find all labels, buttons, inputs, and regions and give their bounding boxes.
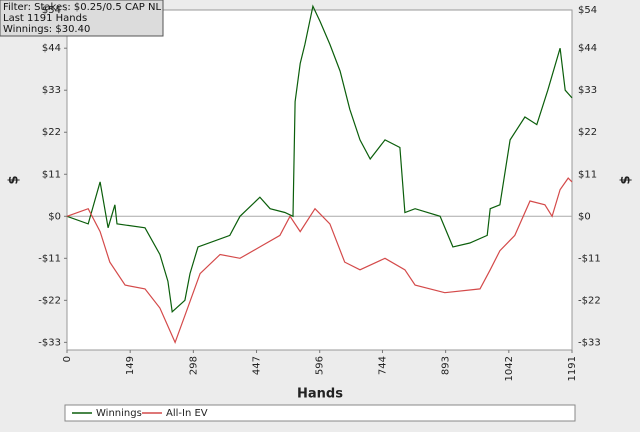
x-tick-label: 0 [62, 356, 73, 362]
legend [64, 404, 576, 422]
plot-area [66, 9, 573, 351]
y-tick-label: $0 [48, 211, 61, 222]
y-tick-label: -$33 [38, 337, 61, 348]
x-tick-label: 298 [188, 356, 199, 375]
y2-tick-label: -$22 [578, 295, 601, 306]
y2-tick-label: $0 [578, 211, 591, 222]
y2-tick-label: $44 [578, 43, 597, 54]
info-line: Last 1191 Hands [3, 13, 87, 24]
legend-label: Winnings [96, 408, 142, 419]
info-line: Winnings: $30.40 [3, 24, 90, 35]
x-tick-label: 1191 [567, 356, 578, 381]
x-tick-label: 149 [125, 356, 136, 375]
y-tick-label: $44 [42, 43, 61, 54]
series-line [66, 4, 573, 314]
y2-tick-label: -$11 [578, 253, 601, 264]
x-tick-label: 744 [377, 356, 388, 375]
series-line [66, 177, 573, 345]
info-box: Filter: Stakes: $0.25/0.5 CAP NL Last 11… [0, 0, 164, 37]
y-tick-label: $33 [42, 85, 61, 96]
y-tick-label: -$11 [38, 253, 61, 264]
x-tick-label: 447 [252, 356, 263, 375]
x-tick-label: 596 [315, 356, 326, 375]
y2-tick-label: $11 [578, 169, 597, 180]
y2-tick-label: -$33 [578, 337, 601, 348]
y-axis-title: $ [7, 175, 22, 184]
y2-axis-title: $ [619, 175, 634, 184]
info-box-frame [0, 0, 164, 37]
y-tick-label: $54 [42, 5, 61, 16]
x-axis-title: Hands [297, 387, 343, 402]
info-line: Filter: Stakes: $0.25/0.5 CAP NL [3, 2, 161, 13]
y2-tick-label: $33 [578, 85, 597, 96]
y-tick-label: -$22 [38, 295, 61, 306]
y-tick-label: $11 [42, 169, 61, 180]
legend-label: All-In EV [166, 408, 208, 419]
x-tick-label: 893 [441, 356, 452, 375]
x-tick-label: 1042 [504, 356, 515, 381]
y-tick-label: $22 [42, 127, 61, 138]
y2-tick-label: $54 [578, 5, 597, 16]
y2-tick-label: $22 [578, 127, 597, 138]
